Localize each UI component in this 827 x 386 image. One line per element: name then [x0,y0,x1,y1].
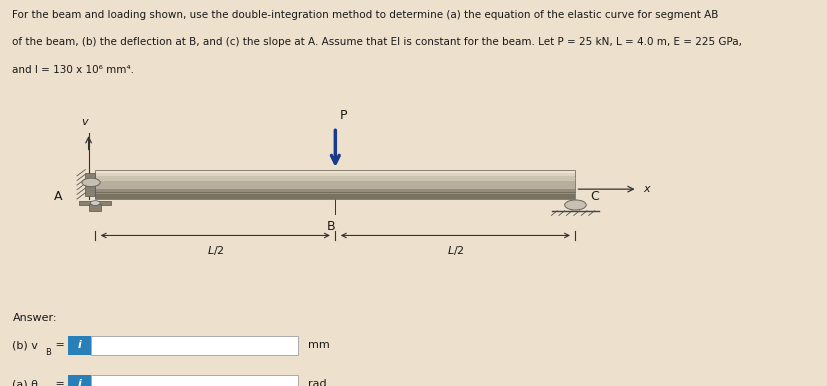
Text: mm: mm [308,340,329,350]
Bar [95,170,575,173]
Text: v: v [81,117,88,127]
Bar [95,181,575,189]
Bar [89,204,101,211]
Text: B: B [45,348,50,357]
Text: and I = 130 x 10⁶ mm⁴.: and I = 130 x 10⁶ mm⁴. [12,65,134,75]
Bar [91,336,298,355]
Text: P: P [339,108,347,122]
Bar [95,173,575,176]
Text: (a) θ: (a) θ [12,379,38,386]
Text: =: = [52,379,65,386]
Bar [95,170,575,199]
Bar [68,336,91,355]
Bar [79,201,111,205]
Text: i: i [78,379,81,386]
Text: x: x [643,184,649,194]
Text: $L/2$: $L/2$ [446,244,464,257]
Text: Answer:: Answer: [12,313,57,323]
Text: i: i [78,340,81,350]
Text: $L/2$: $L/2$ [206,244,224,257]
Text: A: A [54,190,62,203]
Circle shape [564,200,586,210]
Text: =: = [52,340,65,350]
Bar [95,194,575,199]
Bar [68,375,91,386]
Circle shape [82,178,100,187]
Text: For the beam and loading shown, use the double-integration method to determine (: For the beam and loading shown, use the … [12,10,718,20]
Bar [95,189,575,194]
Text: (b) v: (b) v [12,340,38,350]
Text: of the beam, (b) the deflection at B, and (c) the slope at A. Assume that EI is : of the beam, (b) the deflection at B, an… [12,37,742,47]
Bar [85,173,95,196]
Text: C: C [590,190,599,203]
Text: rad: rad [308,379,326,386]
Circle shape [90,201,100,205]
Text: B: B [327,220,335,233]
Bar [95,176,575,181]
Bar [91,375,298,386]
